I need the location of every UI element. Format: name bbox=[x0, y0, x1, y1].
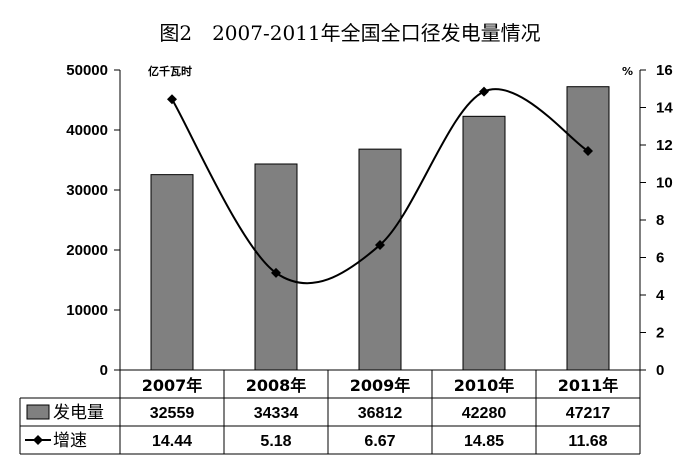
growth-point-marker bbox=[167, 94, 177, 105]
left-axis-tick-label: 40000 bbox=[66, 122, 108, 139]
bar bbox=[254, 163, 298, 371]
table-cell: 6.67 bbox=[364, 433, 395, 450]
left-axis-tick-label: 0 bbox=[100, 362, 108, 379]
right-axis-tick-label: 10 bbox=[656, 175, 673, 192]
right-axis-tick-label: 0 bbox=[656, 362, 664, 379]
table-cell: 47217 bbox=[566, 405, 611, 422]
table-cell: 14.44 bbox=[152, 433, 192, 450]
table-cell: 5.18 bbox=[260, 433, 291, 450]
left-axis-unit: 亿千瓦时 bbox=[148, 64, 192, 78]
right-axis-tick-label: 2 bbox=[656, 325, 664, 342]
x-axis-category-label: 2010年 bbox=[454, 376, 515, 395]
right-axis-tick-label: 16 bbox=[656, 62, 673, 79]
x-axis-category-label: 2009年 bbox=[350, 376, 411, 395]
left-axis-tick-label: 20000 bbox=[66, 242, 108, 259]
table-cell: 14.85 bbox=[464, 433, 504, 450]
bar bbox=[358, 148, 402, 371]
table-row-label: 发电量 bbox=[53, 403, 104, 423]
x-axis-category-label: 2008年 bbox=[246, 376, 307, 395]
table-cell: 36812 bbox=[358, 405, 403, 422]
table-cell: 32559 bbox=[150, 405, 195, 422]
legend-line-marker bbox=[33, 435, 43, 445]
bar bbox=[566, 86, 610, 371]
left-axis-tick-label: 50000 bbox=[66, 62, 108, 79]
left-axis-tick-label: 30000 bbox=[66, 182, 108, 199]
table-cell: 34334 bbox=[254, 405, 299, 422]
axes: 0 10000 20000 30000 40000 50000 0 2 4 6 8 10 12 14 16 bbox=[66, 62, 673, 379]
right-axis-tick-label: 4 bbox=[656, 287, 665, 304]
x-axis-category-label: 2011年 bbox=[558, 376, 619, 395]
right-axis-tick-label: 14 bbox=[656, 100, 673, 117]
growth-point-marker bbox=[583, 146, 593, 156]
right-axis-tick-label: 8 bbox=[656, 212, 664, 229]
growth-point-marker bbox=[271, 267, 281, 278]
legend-bar-swatch bbox=[26, 404, 50, 420]
table-cell: 42280 bbox=[462, 405, 507, 422]
bar bbox=[150, 174, 194, 371]
growth-point-marker bbox=[479, 86, 489, 97]
growth-line-series bbox=[167, 86, 593, 285]
growth-point-marker bbox=[375, 239, 385, 250]
table-cell: 11.68 bbox=[568, 433, 607, 450]
x-axis-category-label: 2007年 bbox=[142, 376, 203, 395]
right-axis-tick-label: 12 bbox=[656, 137, 673, 154]
right-axis-unit: % bbox=[622, 65, 633, 78]
right-axis-tick-label: 6 bbox=[656, 250, 664, 267]
bar-series bbox=[150, 86, 610, 371]
table-row-label: 增速 bbox=[53, 431, 87, 451]
chart-title: 图2 2007-2011年全国全口径发电量情况 bbox=[159, 21, 540, 45]
bar bbox=[462, 115, 506, 371]
left-axis-tick-label: 10000 bbox=[66, 302, 108, 319]
